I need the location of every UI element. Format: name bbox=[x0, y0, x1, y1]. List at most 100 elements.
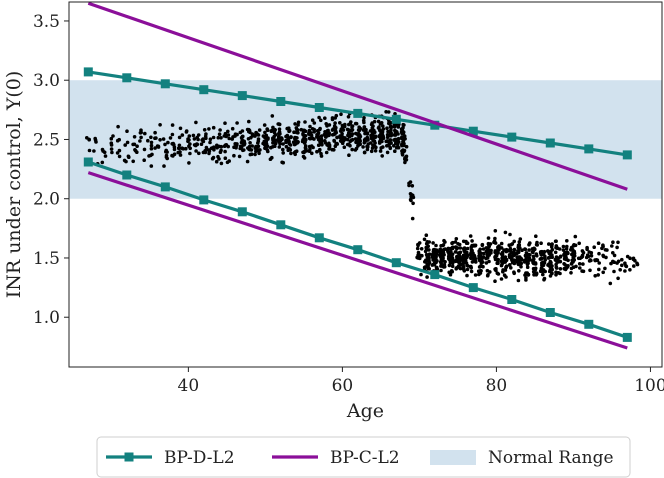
scatter-point bbox=[132, 142, 137, 147]
scatter-point bbox=[292, 130, 296, 134]
scatter-point bbox=[178, 153, 183, 157]
scatter-point bbox=[404, 158, 409, 162]
scatter-point bbox=[225, 160, 230, 165]
scatter-point bbox=[109, 147, 114, 151]
scatter-point bbox=[373, 149, 378, 153]
scatter-point bbox=[450, 257, 454, 261]
scatter-point bbox=[611, 259, 615, 264]
scatter-point bbox=[489, 248, 493, 253]
scatter-point bbox=[226, 129, 230, 134]
scatter-point bbox=[125, 129, 129, 133]
scatter-point bbox=[195, 142, 199, 146]
scatter-point bbox=[301, 138, 305, 142]
scatter-point bbox=[561, 244, 566, 249]
bp-d-l2-upper-marker bbox=[430, 120, 440, 130]
scatter-point bbox=[323, 116, 327, 120]
scatter-point bbox=[153, 146, 157, 150]
scatter-point bbox=[262, 123, 267, 127]
scatter-point bbox=[534, 234, 538, 238]
scatter-point bbox=[315, 149, 319, 154]
scatter-point bbox=[188, 142, 192, 146]
scatter-point bbox=[499, 246, 504, 250]
bp-d-l2-upper-marker bbox=[545, 138, 555, 148]
scatter-point bbox=[362, 125, 367, 130]
scatter-point bbox=[550, 253, 554, 257]
scatter-point bbox=[585, 245, 589, 250]
scatter-point bbox=[631, 256, 636, 261]
scatter-point bbox=[247, 128, 252, 133]
scatter-point bbox=[263, 145, 268, 150]
scatter-point bbox=[149, 146, 154, 151]
scatter-point bbox=[295, 128, 300, 132]
scatter-point bbox=[153, 130, 157, 135]
scatter-point bbox=[519, 257, 524, 262]
scatter-point bbox=[593, 258, 597, 262]
scatter-point bbox=[308, 136, 313, 141]
scatter-point bbox=[525, 254, 529, 258]
legend-box bbox=[96, 436, 631, 478]
scatter-point bbox=[484, 249, 489, 254]
scatter-point bbox=[204, 148, 209, 152]
scatter-point bbox=[222, 134, 227, 138]
scatter-point bbox=[517, 269, 521, 273]
scatter-point bbox=[261, 141, 265, 146]
scatter-point bbox=[109, 141, 114, 145]
scatter-point bbox=[616, 276, 620, 281]
scatter-point bbox=[284, 144, 289, 149]
scatter-point bbox=[440, 254, 445, 258]
scatter-point bbox=[548, 259, 553, 264]
scatter-point bbox=[127, 155, 131, 159]
scatter-point bbox=[384, 110, 388, 114]
x-tick-label: 60 bbox=[332, 376, 354, 396]
scatter-point bbox=[302, 141, 307, 145]
scatter-point bbox=[311, 145, 315, 150]
scatter-point bbox=[87, 148, 92, 153]
scatter-point bbox=[500, 250, 505, 255]
scatter-point bbox=[369, 133, 373, 138]
scatter-point bbox=[330, 116, 335, 120]
scatter-point bbox=[550, 243, 554, 248]
scatter-point bbox=[165, 150, 169, 154]
scatter-point bbox=[381, 145, 385, 149]
bp-d-l2-lower-marker bbox=[468, 283, 478, 293]
scatter-point bbox=[454, 237, 459, 241]
bp-d-l2-upper-marker bbox=[584, 144, 594, 154]
scatter-point bbox=[254, 146, 258, 150]
scatter-point bbox=[291, 140, 296, 144]
scatter-point bbox=[503, 268, 508, 272]
scatter-point bbox=[486, 247, 490, 251]
scatter-point bbox=[499, 277, 504, 281]
scatter-point bbox=[597, 261, 601, 265]
scatter-point bbox=[517, 262, 521, 266]
scatter-point bbox=[517, 255, 521, 259]
scatter-point bbox=[615, 245, 619, 250]
scatter-point bbox=[170, 132, 175, 137]
scatter-point bbox=[461, 239, 466, 244]
scatter-point bbox=[115, 151, 120, 155]
scatter-point bbox=[178, 126, 183, 131]
scatter-point bbox=[109, 136, 114, 141]
scatter-point bbox=[539, 252, 543, 257]
scatter-point bbox=[350, 125, 354, 129]
scatter-point bbox=[116, 124, 120, 129]
scatter-point bbox=[138, 139, 142, 143]
scatter-point bbox=[216, 135, 221, 140]
scatter-point bbox=[548, 249, 553, 254]
scatter-point bbox=[477, 251, 482, 255]
scatter-point bbox=[369, 149, 374, 154]
scatter-point bbox=[504, 264, 509, 269]
scatter-point bbox=[325, 124, 329, 128]
scatter-point bbox=[242, 148, 246, 152]
scatter-point bbox=[142, 147, 147, 152]
scatter-point bbox=[389, 128, 393, 132]
scatter-point bbox=[204, 132, 208, 136]
scatter-point bbox=[546, 249, 550, 253]
legend-item-bp-c-l2: BP-C-L2 bbox=[272, 448, 400, 468]
scatter-point bbox=[504, 275, 508, 279]
scatter-point bbox=[566, 264, 570, 268]
bp-d-l2-lower-marker bbox=[199, 195, 209, 205]
axes-frame bbox=[68, 1, 663, 368]
scatter-point bbox=[523, 273, 527, 277]
scatter-point bbox=[623, 269, 627, 273]
scatter-point bbox=[542, 261, 547, 265]
